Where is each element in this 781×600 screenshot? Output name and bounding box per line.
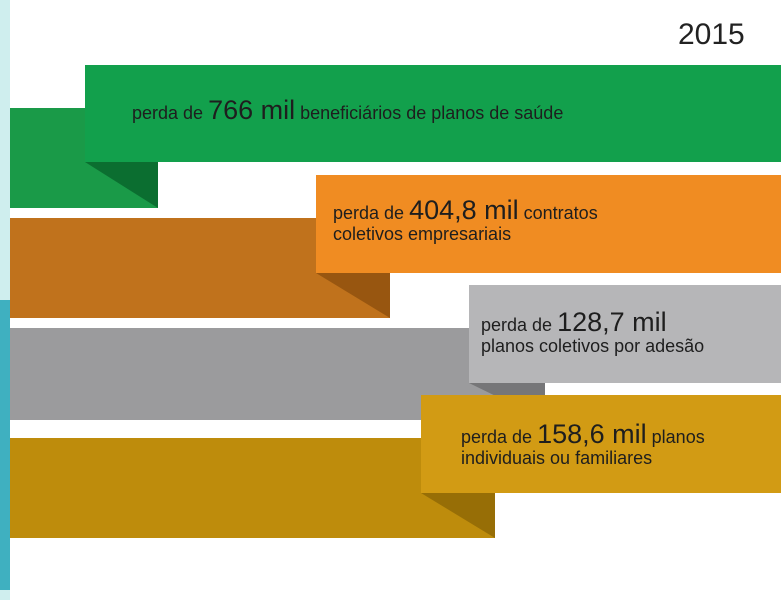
- prefix: perda de: [333, 203, 404, 223]
- item: perda de 128,7 mil planos coletivos por …: [481, 312, 704, 357]
- value: 128,7 mil: [557, 307, 667, 337]
- prefix: perda de: [132, 103, 203, 123]
- banners: [0, 0, 781, 600]
- value: 158,6 mil: [537, 419, 647, 449]
- line2: individuais ou familiares: [461, 448, 705, 469]
- line2: planos coletivos por adesão: [481, 336, 704, 357]
- line2: coletivos empresariais: [333, 224, 598, 245]
- value: 404,8 mil: [409, 195, 519, 225]
- item: perda de 766 mil beneficiários de planos…: [132, 100, 563, 124]
- line: perda de 158,6 mil planos: [461, 424, 705, 448]
- suffix: contratos: [524, 203, 598, 223]
- suffix: beneficiários de planos de saúde: [300, 103, 563, 123]
- item: perda de 404,8 mil contratos coletivos e…: [333, 200, 598, 245]
- line: perda de 404,8 mil contratos: [333, 200, 598, 224]
- edge-image: [0, 300, 10, 590]
- prefix: perda de: [481, 315, 552, 335]
- infographic: 2015 perda de 766 mil beneficiários de p…: [0, 0, 781, 600]
- prefix: perda de: [461, 427, 532, 447]
- year: 2015: [678, 18, 745, 52]
- suffix: planos: [652, 427, 705, 447]
- value: 766 mil: [208, 95, 295, 125]
- line: perda de 128,7 mil: [481, 312, 704, 336]
- item: perda de 158,6 mil planos individuais ou…: [461, 424, 705, 469]
